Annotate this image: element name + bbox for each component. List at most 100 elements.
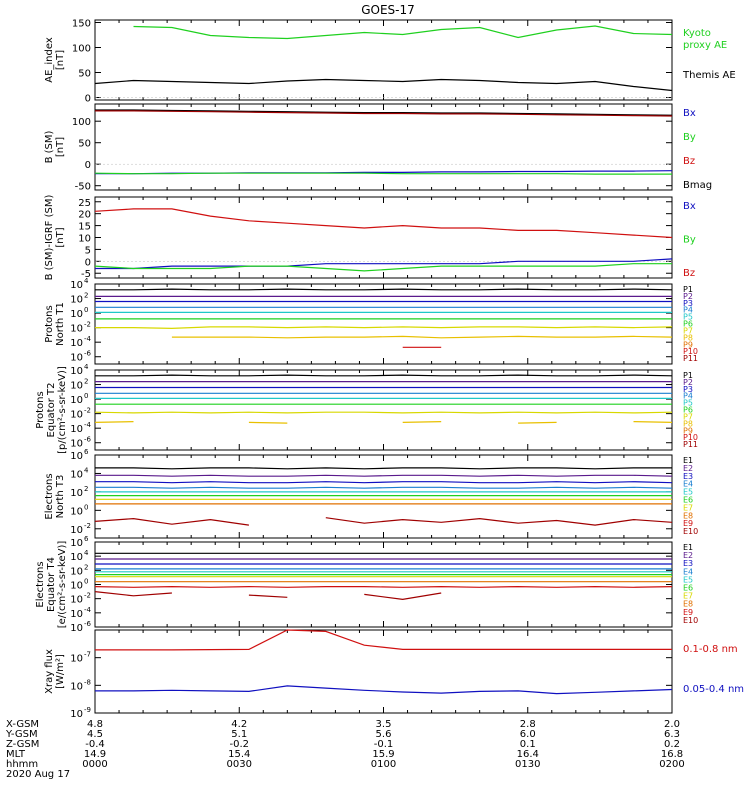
legend-label: E7 [683,592,693,601]
x-row-value: 4.8 [87,719,103,730]
y-tick-label: 10 [70,595,83,606]
y-axis-label: B (SM)-IGRF (SM) [44,195,55,281]
legend-label: P3 [683,299,693,308]
x-row-value: 2.8 [520,719,536,730]
y-tick-label: 10 [70,566,83,577]
legend-label: P11 [683,354,698,363]
y-tick-label: 10 [70,552,83,563]
y-tick-exponent: -2 [84,407,91,415]
legend-label: P11 [683,440,698,449]
y-tick-exponent: -2 [84,592,91,600]
legend-label: P5 [683,399,693,408]
y-tick-label: 10 [70,338,83,349]
series-line-p7 [95,326,673,330]
legend-label: P2 [683,292,693,301]
y-tick-exponent: -4 [84,421,92,429]
x-row-value: 16.8 [661,749,683,760]
series-line-e10 [94,517,673,526]
y-tick-exponent: 0 [84,503,88,511]
x-row-label: Z-GSM [6,739,39,750]
x-row-value: 6.3 [664,729,680,740]
y-tick-label: 10 [70,366,83,377]
y-tick-exponent: -2 [84,522,91,530]
x-row-label: X-GSM [6,719,39,730]
x-row-value: 0130 [515,759,540,770]
y-tick-exponent: 6 [84,448,89,456]
x-row-value: -0.4 [85,739,105,750]
y-tick-exponent: 4 [84,363,89,371]
y-tick-label: 100 [72,44,91,55]
y-tick-exponent: 2 [84,292,88,300]
y-tick-exponent: -6 [84,436,92,444]
x-row-value: 0200 [659,759,684,770]
x-row-value: 5.6 [376,729,392,740]
series-line-p8 [171,335,673,339]
y-tick-exponent: -2 [84,321,91,329]
y-tick-label: -50 [75,182,91,193]
legend-label: Themis AE [682,70,736,81]
y-tick-label: 10 [70,681,83,692]
series-line-p1 [95,374,673,377]
y-axis-label: Xray flux [44,649,55,694]
legend-label: E5 [683,488,693,497]
legend-label: E10 [683,527,698,536]
legend-label: E2 [683,551,693,560]
x-row-value: 2.0 [664,719,680,730]
legend-label: E6 [683,584,693,593]
y-axis-label: AE_index [44,37,55,83]
legend-label: P8 [683,419,693,428]
y-tick-label: 15 [78,222,91,233]
y-axis-label: Electrons [35,561,46,607]
y-tick-exponent: -6 [84,620,92,628]
legend-label: E9 [683,608,693,617]
legend-label: P7 [683,412,693,421]
y-tick-label: 10 [70,424,83,435]
y-tick-label: 10 [70,623,83,634]
legend-label: E3 [683,559,693,568]
y-axis-label: North T3 [55,475,66,519]
y-tick-label: 10 [70,295,83,306]
y-axis-label: [nT] [55,227,66,247]
x-row-value: 6.0 [520,729,536,740]
x-row-value: 0100 [371,759,396,770]
legend-label: Bx [683,201,696,212]
y-tick-exponent: -9 [84,706,91,714]
panel-frame [94,103,673,191]
series-line-e3 [95,481,673,484]
x-row-value: 16.4 [517,749,539,760]
legend-label: E4 [683,567,693,576]
y-tick-exponent: 4 [84,549,89,557]
series-line-e10 [94,591,442,601]
x-row-value: 0030 [227,759,252,770]
legend-label: E8 [683,511,693,520]
legend-label: proxy AE [683,40,727,51]
legend-label: E8 [683,600,693,609]
legend-label: By [683,132,696,143]
legend-label: E1 [683,543,693,552]
legend-label: E1 [683,456,693,465]
legend-label: P1 [683,371,693,380]
y-tick-label: 25 [78,198,91,209]
legend-label: E10 [683,616,698,625]
x-row-value: 15.9 [372,749,394,760]
series-line-bz [95,110,673,117]
y-tick-label: 10 [70,654,83,665]
y-axis-label: [W/m²] [55,654,66,689]
series-line-by [94,172,672,175]
series-line-bmag [95,109,673,116]
y-tick-label: 20 [78,210,91,221]
y-tick-exponent: 4 [84,466,89,474]
y-tick-label: 10 [70,280,83,291]
legend-label: 0.1-0.8 nm [683,644,738,655]
x-axis-table: X-GSM 4.8 4.2 3.5 2.8 2.0 Y-GSM 4.5 5.1 5.6 6.0 6.3… [5,719,685,780]
y-tick-label: 0 [85,160,91,171]
series-line-0-05-0-4-nm [95,685,673,695]
y-tick-label: 10 [70,439,83,450]
legend-label: Bz [683,268,695,279]
legend-label: P6 [683,320,693,329]
legend-label: 0.05-0.4 nm [683,684,744,695]
